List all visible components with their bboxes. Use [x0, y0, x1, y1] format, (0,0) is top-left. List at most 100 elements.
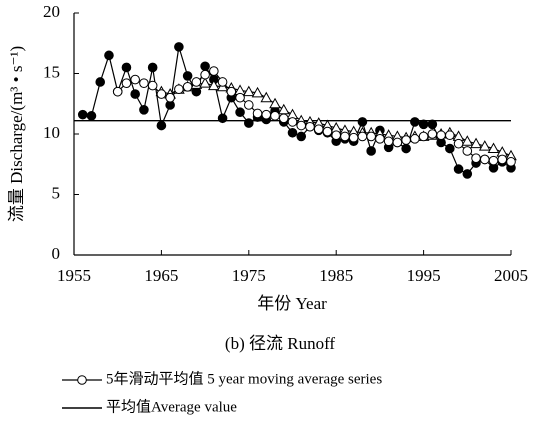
- open-circle-marker: [261, 109, 272, 120]
- open-circle-marker: [156, 89, 167, 99]
- triangle-marker: [478, 140, 491, 151]
- open-circle-marker: [296, 120, 307, 131]
- triangle-marker: [260, 91, 273, 103]
- open-circle-marker: [244, 100, 254, 110]
- open-circle-marker: [348, 132, 359, 143]
- filled-circle-marker: [427, 119, 438, 130]
- open-circle-marker: [313, 124, 324, 134]
- filled-circle-marker: [217, 113, 228, 124]
- open-circle-marker: [453, 138, 464, 149]
- open-circle-marker: [112, 86, 123, 97]
- open-circle-marker: [130, 74, 140, 85]
- filled-circle-marker: [366, 146, 376, 156]
- filled-circle-marker: [130, 89, 140, 99]
- filled-circle-marker: [401, 143, 411, 154]
- open-circle-marker: [165, 92, 175, 103]
- filled-circle-marker: [77, 109, 88, 120]
- open-circle-marker: [401, 135, 411, 145]
- open-circle-marker: [139, 78, 149, 88]
- open-circle-marker: [287, 117, 298, 127]
- triangle-marker: [277, 103, 290, 115]
- open-circle-marker: [375, 134, 385, 144]
- y-tick-label: 20: [43, 2, 60, 21]
- filled-circle-marker: [182, 71, 193, 81]
- filled-circle-marker: [453, 164, 464, 174]
- filled-circle-marker: [95, 77, 106, 87]
- open-circle-marker: [305, 121, 315, 132]
- open-circle-marker: [322, 126, 333, 137]
- open-circle-marker: [445, 130, 455, 141]
- y-tick-label: 0: [52, 244, 61, 263]
- open-circle-marker: [209, 66, 219, 76]
- triangle-marker: [269, 97, 281, 109]
- open-circle-marker: [217, 77, 228, 87]
- x-tick-label: 1995: [407, 266, 441, 285]
- legend-label: 5年滑动平均值 5 year moving average series: [106, 370, 382, 387]
- filled-circle-marker: [104, 50, 114, 61]
- filled-circle-marker: [287, 127, 298, 138]
- open-circle-marker: [436, 130, 446, 141]
- y-tick-label: 5: [52, 183, 61, 202]
- triangle-marker: [461, 135, 474, 146]
- triangle-marker: [207, 79, 220, 91]
- x-axis-label: 年份 Year: [257, 294, 327, 313]
- open-circle-marker: [366, 131, 376, 142]
- x-tick-label: 1975: [232, 266, 266, 285]
- open-circle-marker: [174, 84, 184, 95]
- y-tick-label: 10: [43, 123, 60, 142]
- open-circle-marker: [331, 130, 342, 141]
- open-circle-marker: [235, 92, 245, 103]
- open-circle-marker: [427, 129, 438, 139]
- open-circle-marker: [200, 69, 210, 80]
- open-circle-marker: [488, 155, 499, 166]
- filled-circle-marker: [462, 169, 473, 179]
- open-circle-marker: [278, 113, 289, 124]
- triangle-marker: [487, 142, 500, 154]
- filled-circle-marker: [244, 118, 254, 128]
- filled-circle-marker: [139, 105, 149, 115]
- open-circle-marker: [392, 137, 403, 148]
- filled-circle-marker: [147, 62, 158, 73]
- filled-circle-marker: [357, 117, 368, 127]
- filled-circle-marker: [174, 42, 184, 52]
- y-tick-label: 15: [43, 62, 60, 81]
- open-circle-marker: [497, 154, 508, 165]
- filled-circle-marker: [200, 61, 210, 72]
- open-circle-marker: [191, 77, 202, 87]
- x-tick-label: 1985: [319, 266, 353, 285]
- open-circle-marker: [410, 134, 420, 144]
- open-circle-marker: [462, 146, 473, 156]
- open-circle-marker: [418, 131, 429, 142]
- filled-circle-marker: [418, 119, 429, 130]
- open-circle-marker: [471, 153, 481, 163]
- triangle-marker: [470, 137, 482, 149]
- filled-circle-marker: [296, 131, 307, 142]
- open-circle-marker: [252, 108, 263, 119]
- caption: (b) 径流 Runoff: [225, 334, 336, 353]
- legend-label: 平均值Average value: [106, 398, 237, 415]
- open-circle-marker: [147, 80, 158, 91]
- open-circle-marker: [340, 131, 350, 142]
- x-tick-label: 1955: [57, 266, 91, 285]
- triangle-marker: [199, 77, 211, 88]
- open-circle-marker: [77, 375, 87, 385]
- filled-circle-marker: [235, 107, 245, 118]
- x-tick-label: 2005: [494, 266, 528, 285]
- open-circle-marker: [121, 78, 132, 88]
- open-circle-marker: [182, 82, 193, 92]
- open-circle-marker: [479, 154, 490, 165]
- filled-circle-marker: [86, 111, 97, 121]
- filled-circle-marker: [410, 117, 420, 127]
- open-circle-marker: [226, 86, 237, 97]
- x-tick-label: 1965: [144, 266, 178, 285]
- triangle-marker: [242, 85, 255, 97]
- filled-circle-marker: [121, 62, 132, 73]
- filled-circle-marker: [445, 143, 455, 154]
- triangle-marker: [251, 86, 264, 98]
- open-circle-marker: [357, 131, 368, 142]
- open-circle-marker: [270, 111, 280, 121]
- open-circle-marker: [383, 136, 394, 147]
- filled-circle-marker: [156, 120, 167, 131]
- y-axis-label: 流量 Discharge/(m³ • s⁻¹): [7, 46, 26, 222]
